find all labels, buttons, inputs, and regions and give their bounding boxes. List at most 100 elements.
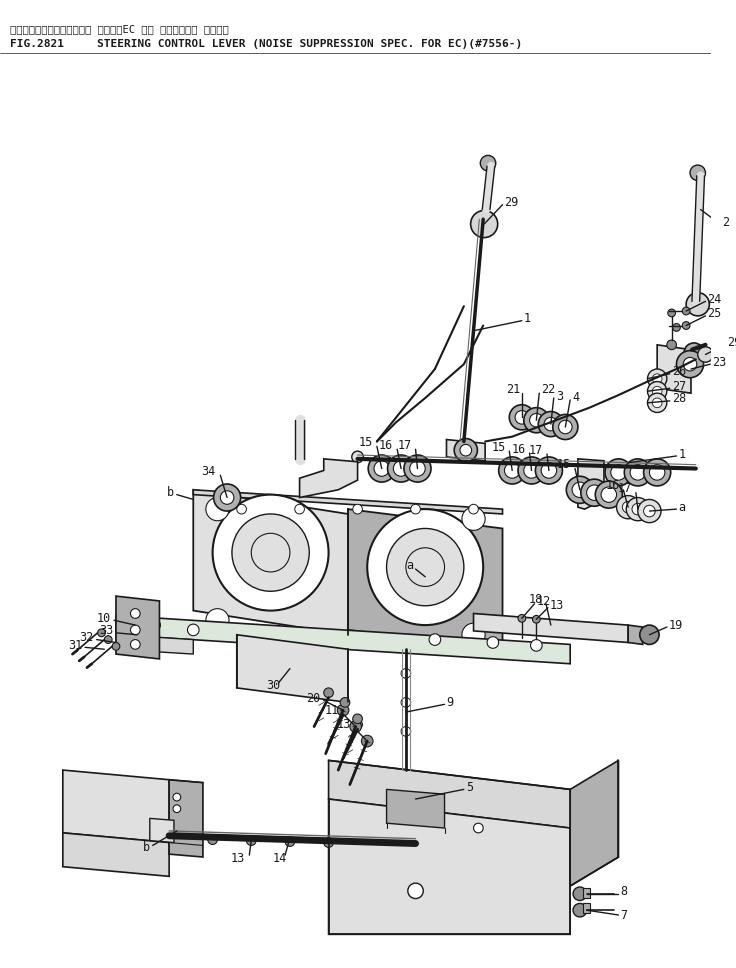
Circle shape: [393, 461, 408, 476]
Text: 34: 34: [201, 465, 216, 478]
Circle shape: [368, 455, 395, 482]
Text: 12: 12: [537, 595, 551, 609]
Text: 33: 33: [99, 624, 113, 637]
Circle shape: [462, 623, 485, 647]
Circle shape: [487, 637, 499, 649]
Polygon shape: [63, 832, 169, 876]
Circle shape: [340, 698, 350, 708]
Circle shape: [481, 156, 496, 171]
Text: 14: 14: [273, 853, 287, 865]
Circle shape: [173, 793, 181, 801]
Circle shape: [632, 503, 643, 515]
Circle shape: [232, 514, 309, 591]
Text: 17: 17: [529, 443, 543, 457]
Circle shape: [686, 292, 710, 316]
Circle shape: [324, 688, 333, 698]
Polygon shape: [194, 490, 348, 635]
Circle shape: [324, 837, 333, 847]
Circle shape: [470, 210, 498, 237]
Circle shape: [541, 463, 556, 478]
Circle shape: [698, 347, 713, 362]
Circle shape: [285, 836, 294, 846]
Circle shape: [401, 669, 411, 679]
Circle shape: [652, 398, 662, 408]
Text: 10: 10: [97, 612, 111, 624]
Polygon shape: [328, 799, 570, 934]
Circle shape: [401, 698, 411, 708]
Polygon shape: [169, 779, 203, 857]
Text: 18: 18: [529, 593, 543, 607]
Polygon shape: [386, 789, 445, 828]
Circle shape: [509, 405, 534, 430]
Text: 15: 15: [358, 436, 373, 449]
Text: 16: 16: [512, 442, 526, 456]
Text: b: b: [167, 486, 174, 499]
Text: 11: 11: [325, 704, 339, 716]
Circle shape: [388, 455, 414, 482]
Text: a: a: [679, 500, 685, 514]
Circle shape: [649, 465, 665, 480]
Text: 16: 16: [605, 479, 620, 493]
Circle shape: [353, 504, 362, 514]
Circle shape: [566, 476, 593, 503]
Circle shape: [640, 625, 659, 645]
Polygon shape: [657, 345, 691, 393]
Text: 28: 28: [672, 392, 686, 406]
Text: 25: 25: [707, 308, 722, 320]
Circle shape: [429, 634, 441, 646]
Circle shape: [386, 529, 464, 606]
Text: 29: 29: [504, 197, 519, 209]
Circle shape: [630, 465, 645, 480]
Circle shape: [652, 386, 662, 396]
Circle shape: [623, 501, 634, 513]
Circle shape: [130, 609, 140, 619]
Circle shape: [524, 408, 549, 433]
Circle shape: [353, 714, 362, 724]
Text: 19: 19: [669, 619, 683, 631]
Circle shape: [408, 883, 423, 898]
Circle shape: [684, 343, 704, 362]
Circle shape: [626, 498, 649, 521]
Circle shape: [454, 439, 478, 462]
Circle shape: [353, 720, 362, 730]
Circle shape: [504, 463, 520, 478]
Polygon shape: [150, 818, 174, 842]
Text: 23: 23: [712, 355, 726, 369]
Circle shape: [213, 484, 241, 511]
Circle shape: [206, 498, 229, 521]
Circle shape: [112, 643, 120, 650]
Polygon shape: [570, 761, 618, 886]
Circle shape: [683, 357, 697, 371]
Circle shape: [530, 413, 543, 427]
Polygon shape: [473, 614, 628, 643]
Circle shape: [531, 640, 542, 651]
Circle shape: [247, 835, 256, 845]
Text: 1: 1: [524, 313, 531, 325]
Circle shape: [538, 411, 564, 437]
Polygon shape: [116, 635, 194, 654]
Circle shape: [652, 374, 662, 383]
Text: 21: 21: [506, 382, 520, 396]
Circle shape: [350, 721, 361, 733]
Polygon shape: [116, 596, 160, 659]
Polygon shape: [447, 439, 485, 461]
Circle shape: [188, 624, 199, 636]
Text: b: b: [143, 841, 150, 854]
Text: 29: 29: [726, 337, 736, 349]
Circle shape: [518, 457, 545, 484]
Polygon shape: [348, 509, 503, 650]
Text: 3: 3: [556, 389, 563, 403]
Polygon shape: [300, 459, 358, 498]
Circle shape: [499, 457, 526, 484]
Circle shape: [173, 804, 181, 812]
Text: 5: 5: [466, 781, 473, 794]
Polygon shape: [628, 625, 643, 645]
Circle shape: [544, 417, 558, 431]
Text: 15: 15: [491, 440, 506, 454]
Circle shape: [535, 457, 562, 484]
Circle shape: [668, 309, 676, 317]
Text: 2: 2: [722, 216, 729, 228]
Circle shape: [401, 727, 411, 737]
Circle shape: [682, 307, 690, 315]
Text: 30: 30: [266, 680, 280, 692]
